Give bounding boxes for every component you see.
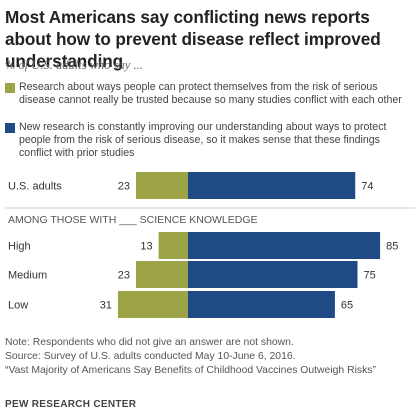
bar-improving-medium — [188, 261, 358, 288]
category-label-high: High — [8, 241, 31, 253]
legend-text-untrusted: Research about ways people can protect t… — [19, 81, 402, 106]
value-label-improving-medium: 75 — [364, 270, 376, 282]
bar-untrusted-low — [117, 291, 188, 318]
bar-untrusted-medium — [136, 261, 188, 288]
value-label-untrusted-u-s-adults: 23 — [118, 181, 130, 193]
bar-untrusted-u-s-adults — [136, 172, 188, 199]
legend-item-untrusted: Research about ways people can protect t… — [5, 81, 415, 107]
source-text: Source: Survey of U.S. adults conducted … — [5, 351, 296, 362]
legend-item-improving: New research is constantly improving our… — [5, 121, 415, 160]
bar-improving-high — [188, 232, 381, 259]
bar-untrusted-high — [158, 232, 188, 259]
category-label-u-s-adults: U.S. adults — [8, 181, 62, 193]
source-organization: PEW RESEARCH CENTER — [5, 399, 137, 410]
note-text: Note: Respondents who did not give an an… — [5, 337, 294, 348]
chart-subtitle: % of U.S. adults who say ... — [5, 58, 143, 72]
value-label-improving-high: 85 — [386, 241, 398, 253]
bar-improving-u-s-adults — [188, 172, 356, 199]
category-label-low: Low — [8, 300, 28, 312]
value-label-untrusted-low: 31 — [100, 300, 112, 312]
value-label-improving-u-s-adults: 74 — [361, 181, 373, 193]
value-label-untrusted-medium: 23 — [118, 270, 130, 282]
value-label-improving-low: 65 — [341, 300, 353, 312]
section-label: AMONG THOSE WITH ___ SCIENCE KNOWLEDGE — [8, 214, 258, 226]
legend-text-improving: New research is constantly improving our… — [19, 121, 387, 159]
bar-improving-low — [188, 291, 335, 318]
chart-title: Most Americans say conflicting news repo… — [5, 7, 381, 71]
report-title-text: “Vast Majority of Americans Say Benefits… — [5, 365, 376, 376]
legend-swatch-untrusted — [5, 83, 15, 93]
value-label-untrusted-high: 13 — [140, 241, 152, 253]
category-label-medium: Medium — [8, 270, 47, 282]
legend-swatch-improving — [5, 123, 15, 133]
